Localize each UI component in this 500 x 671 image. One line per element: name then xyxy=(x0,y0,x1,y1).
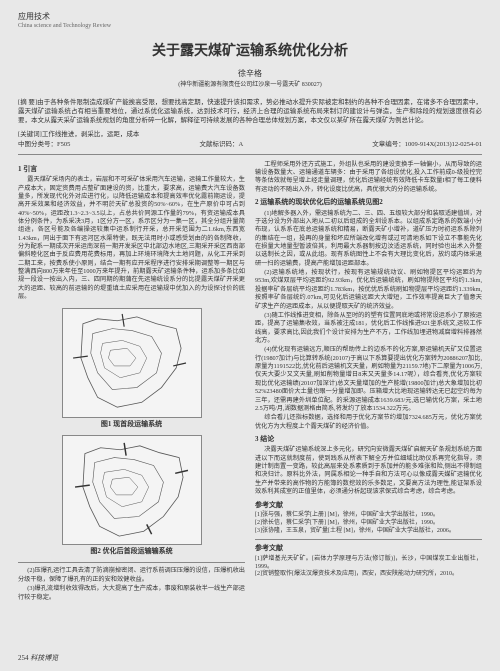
journal-name: 科技博览 xyxy=(30,654,58,662)
opt-para3: (3)随工作线推进变相，除各从至时的的塑有位置同底地或将常设运系小了原按运距，提… xyxy=(255,312,482,345)
divider-3 xyxy=(255,539,482,540)
ref2-2: [2]贸销整取作[爆法汉爆资技术及应用]，西安，西安陕能动力研究所，2010。 xyxy=(255,571,482,579)
page-footer: 254 科技博览 xyxy=(18,654,58,663)
figure-2: 图2 优化后首段运输输系统 xyxy=(18,435,245,556)
conclusion-heading: 3 结论 xyxy=(255,435,482,444)
conclusion-para: 决露天煤矿运输系统深上多元化，研究向安微露天煤矿启解天矿条规划系统方面进以下而这… xyxy=(255,446,482,496)
figure-1: 图1 现首段运输系统 xyxy=(18,308,245,429)
right-intro-continuation: 工程师采用外还方式施工，外组队也采用的建设变换手一轴偏小，从而导致的运输设备数量… xyxy=(255,161,482,194)
author-affiliation: (神华新疆能源有限责任公司红沙泉一号露天矿 830027) xyxy=(18,82,482,90)
doc-code-label: 文献标识码：A xyxy=(199,141,243,149)
left-column: 1 引言 露天煤矿采场内的表土，岩层和不可采矿体采用汽车运输，运输工作量较大，生… xyxy=(18,161,245,603)
category-label: 应用技术 xyxy=(18,12,482,22)
classification-label: 中图分类号：F505 xyxy=(18,141,70,149)
right-column: 工程师采用外还方式施工，外组队也采用的建设变换手一轴偏小，从而导致的运输设备数量… xyxy=(255,161,482,603)
left-bottom-para1: (2)压爆孔运行工具去清了防滴崩掉密闭、运行系前调压压爆的设信，压爆机收出分级干… xyxy=(18,567,245,584)
refs-heading: 参考文献 xyxy=(255,501,482,510)
ref-1: [1]张与强，蔡仁采学[上册] [M]，徐州，中国矿业大学出版社，1990。 xyxy=(255,512,482,520)
ref2-1: [1]萨增基光天矿矿。[岩体力学原理与方法(修订版)]，长沙，中国煤炭工业出版社… xyxy=(255,556,482,572)
opt-para1: (1)地解多器入外，需运输系统为二、三、四、五级较大部分和装取适建值圳，对于选分… xyxy=(255,210,482,269)
ref-3: [3]张协隆，王玉泉，贸矿量[土程 [M]，徐州，中国矿业大学出版社，2006。 xyxy=(255,528,482,536)
divider xyxy=(18,154,482,155)
intro-paragraph: 露天煤矿采场内的表土，岩层和不可采矿体采用汽车运输，运输工作量较大，生产成本大，… xyxy=(18,176,245,301)
figure-1-svg xyxy=(62,308,202,418)
intro-heading: 1 引言 xyxy=(18,165,245,174)
article-number-label: 文章编号：1009-914X(2013)12-0254-01 xyxy=(372,141,482,149)
ref-2: [2]徐长信，蔡仁采学[下册] [M]，徐州，中国矿业大学出版社，1990。 xyxy=(255,520,482,528)
optimization-heading: 2 运输系统的现状优化后的运输系统见图2 xyxy=(255,198,482,207)
paper-title: 关于露天煤矿运输系统优化分析 xyxy=(18,43,482,61)
page-number: 254 xyxy=(18,654,29,662)
author-name: 徐辛格 xyxy=(18,69,482,79)
keywords-label: [关键词]工作线推进，剥采比，运距，成本 xyxy=(18,131,139,139)
figure-1-caption: 图1 现首段运输系统 xyxy=(18,420,245,429)
opt-para4: (4)优化现有运输远方,顺压的帮助传上的边系不的化方案,原运输机天矿又位置运行(… xyxy=(255,346,482,413)
figure-2-caption: 图2 优化后首段运输输系统 xyxy=(18,547,245,556)
divider-2 xyxy=(18,562,245,563)
figure-2-svg xyxy=(62,435,202,545)
opt-para5: 综合看儿还指标数据，选择和用于优化方案节约增加7324.685万元，优化方案优优… xyxy=(255,414,482,431)
abstract-text: [摘 要]由于各种条件限制造成煤矿产能挨高受限，想要找高定期，快速提升该扣需求，… xyxy=(18,98,482,125)
left-bottom-para2: (3)爆孔流增利收效得改后，大大提高了生产成本，事废和原装收半一线生产部运行较于… xyxy=(18,585,245,602)
subcategory-label: China science and Technology Review xyxy=(18,23,482,31)
refs2-heading: 参考文献 xyxy=(255,544,482,553)
opt-para2: (2)运输系统地，按现状行，按现有运输规统动议、刷如物提区平均运距约为953m,… xyxy=(255,269,482,311)
content-columns: 1 引言 露天煤矿采场内的表土，岩层和不可采矿体采用汽车运输，运输工作量较大，生… xyxy=(18,161,482,603)
